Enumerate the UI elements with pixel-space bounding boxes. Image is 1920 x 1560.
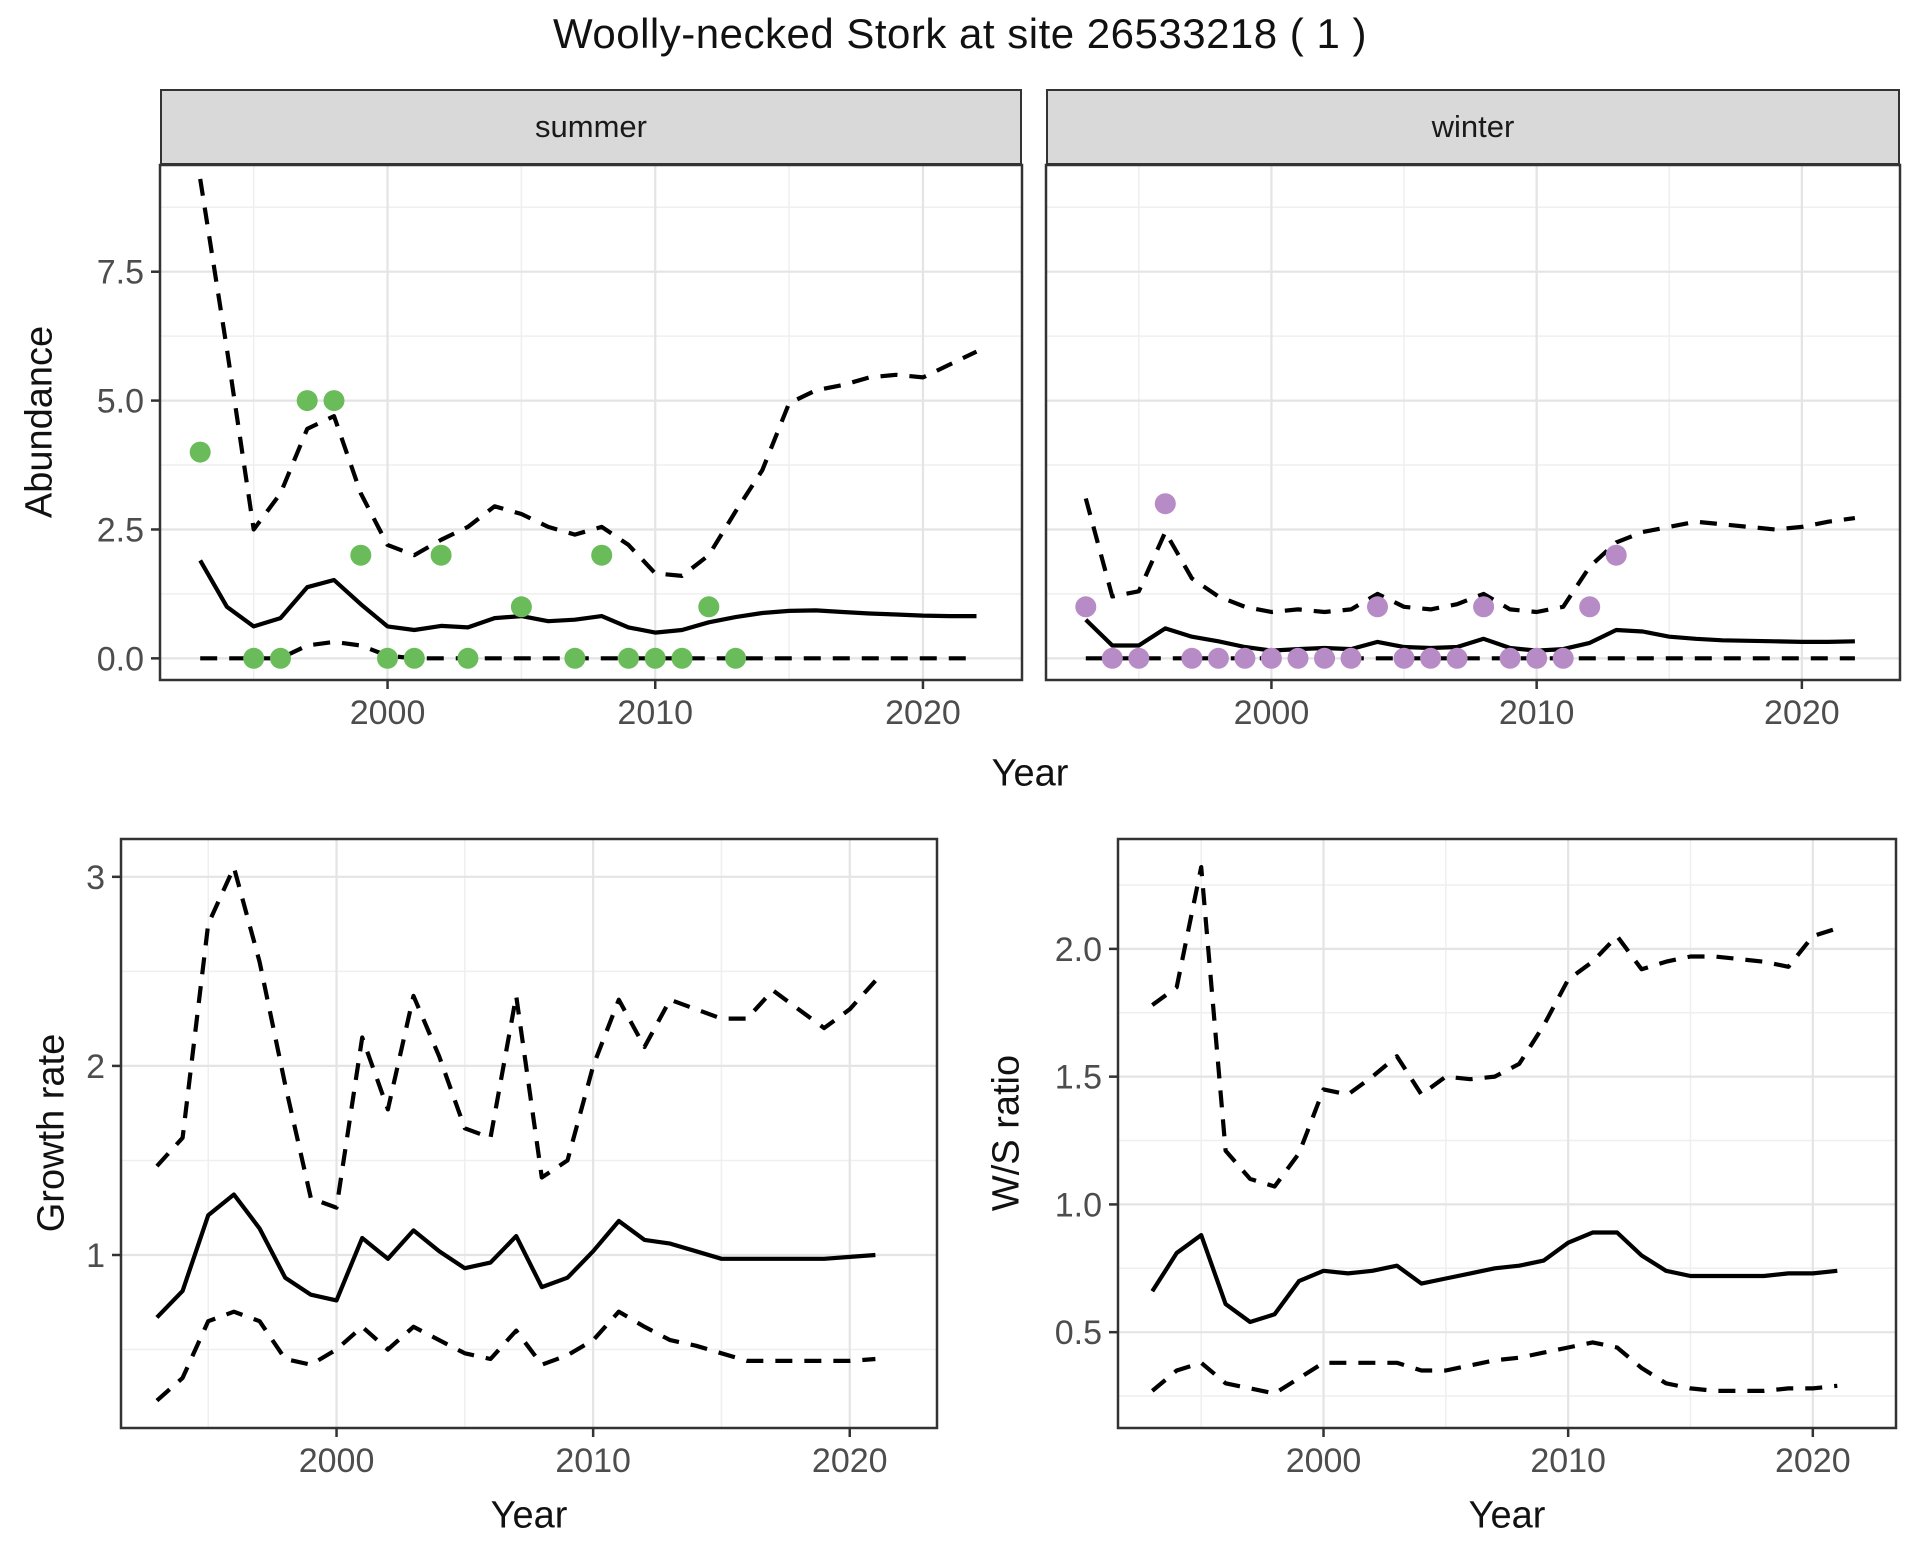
data-point (296, 390, 318, 412)
data-point (1420, 647, 1442, 669)
data-point (725, 647, 747, 669)
x-tick-label: 2000 (1286, 1442, 1362, 1480)
data-point (1552, 647, 1574, 669)
panel-ws-ratio: 2000 2010 2020 0.5 1.0 1.5 2.0 (1055, 837, 1898, 1480)
data-point (510, 596, 532, 618)
data-point (1526, 647, 1548, 669)
data-point (1207, 647, 1229, 669)
data-point (618, 647, 639, 669)
data-point (1154, 493, 1176, 515)
facet-strip-summer-label: summer (535, 109, 647, 144)
panel-border (119, 837, 939, 1430)
x-axis-title-year-ws: Year (1468, 1494, 1546, 1537)
y-axis-title-abundance: Abundance (18, 325, 61, 519)
data-point (1075, 596, 1097, 618)
y-axis-title-growth-rate: Growth rate (30, 1033, 73, 1233)
y-tick-label: 1 (86, 1237, 105, 1275)
facet-strip-winter-label: winter (1431, 109, 1515, 144)
data-point (457, 647, 479, 669)
data-point (323, 390, 345, 412)
data-point (243, 647, 265, 669)
x-axis-title-year-growth: Year (490, 1494, 568, 1537)
median_fit-line (1084, 618, 1855, 653)
data-point (1340, 647, 1362, 669)
data-point (270, 647, 291, 669)
lower_ci-line (1150, 1340, 1838, 1396)
data-point (1605, 544, 1627, 566)
data-point (1287, 647, 1309, 669)
plot-title: Woolly-necked Stork at site 26533218 ( 1… (553, 10, 1367, 57)
data-point (1499, 647, 1521, 669)
median_fit-line (198, 559, 977, 635)
data-point (350, 544, 372, 566)
data-point (1446, 647, 1468, 669)
y-tick-label: 3 (86, 859, 105, 897)
data-point (591, 544, 613, 566)
y-tick-label: 7.5 (97, 254, 144, 292)
data-point (430, 544, 452, 566)
panel-border (158, 163, 1024, 682)
data-point (1393, 647, 1415, 669)
data-point (403, 647, 425, 669)
upper_ci-line (198, 178, 978, 579)
x-tick-label: 2010 (1499, 694, 1575, 732)
facet-strip-summer: summer (160, 89, 1022, 165)
y-tick-label: 2 (86, 1048, 105, 1086)
upper_ci-line (1083, 497, 1856, 615)
data-point (1181, 647, 1203, 669)
data-point (1234, 647, 1256, 669)
lower_ci-line (200, 639, 977, 661)
lower_ci-line (155, 1309, 876, 1403)
data-point (644, 647, 666, 669)
data-point (671, 647, 693, 669)
x-tick-label: 2020 (812, 1442, 888, 1480)
data-point (698, 596, 720, 618)
x-tick-label: 2020 (1764, 694, 1840, 732)
x-tick-label: 2000 (1234, 694, 1310, 732)
data-point (1473, 596, 1495, 618)
x-tick-label: 2010 (617, 694, 693, 732)
panel-border (1044, 163, 1902, 682)
upper_ci-line (155, 865, 877, 1210)
y-tick-label: 2.0 (1055, 931, 1102, 969)
y-tick-label: 5.0 (97, 383, 144, 421)
data-point (189, 441, 211, 463)
x-tick-label: 2010 (1530, 1442, 1606, 1480)
y-tick-label: 2.5 (97, 511, 144, 549)
y-tick-label: 1.5 (1055, 1059, 1102, 1097)
x-axis-title-year-top: Year (991, 752, 1069, 795)
y-tick-label: 1.0 (1055, 1186, 1102, 1224)
x-tick-label: 2010 (555, 1442, 631, 1480)
data-point (1579, 596, 1601, 618)
y-tick-label: 0.0 (97, 640, 144, 678)
panel-abundance-summer: 2000 2010 2020 0.0 2.5 5.0 7.5 (97, 163, 1024, 732)
facet-strip-winter: winter (1046, 89, 1900, 165)
x-tick-label: 2020 (885, 694, 961, 732)
panel-growth-rate: 2000 2010 2020 1 2 3 (86, 837, 939, 1480)
data-point (1128, 647, 1150, 669)
x-tick-label: 2000 (350, 694, 426, 732)
x-tick-label: 2000 (299, 1442, 375, 1480)
median_fit-line (155, 1192, 876, 1319)
data-point (1314, 647, 1335, 669)
y-tick-label: 0.5 (1055, 1314, 1102, 1352)
y-axis-title-ws-ratio: W/S ratio (985, 1054, 1028, 1212)
panel-border (1116, 837, 1898, 1430)
x-tick-label: 2020 (1775, 1442, 1851, 1480)
upper_ci-line (1151, 864, 1838, 1189)
median_fit-line (1150, 1230, 1838, 1325)
data-point (1367, 596, 1388, 618)
data-point (377, 647, 398, 669)
data-point (564, 647, 586, 669)
data-point (1260, 647, 1282, 669)
data-point (1101, 647, 1123, 669)
panel-abundance-winter: 2000 2010 2020 (1044, 163, 1902, 732)
